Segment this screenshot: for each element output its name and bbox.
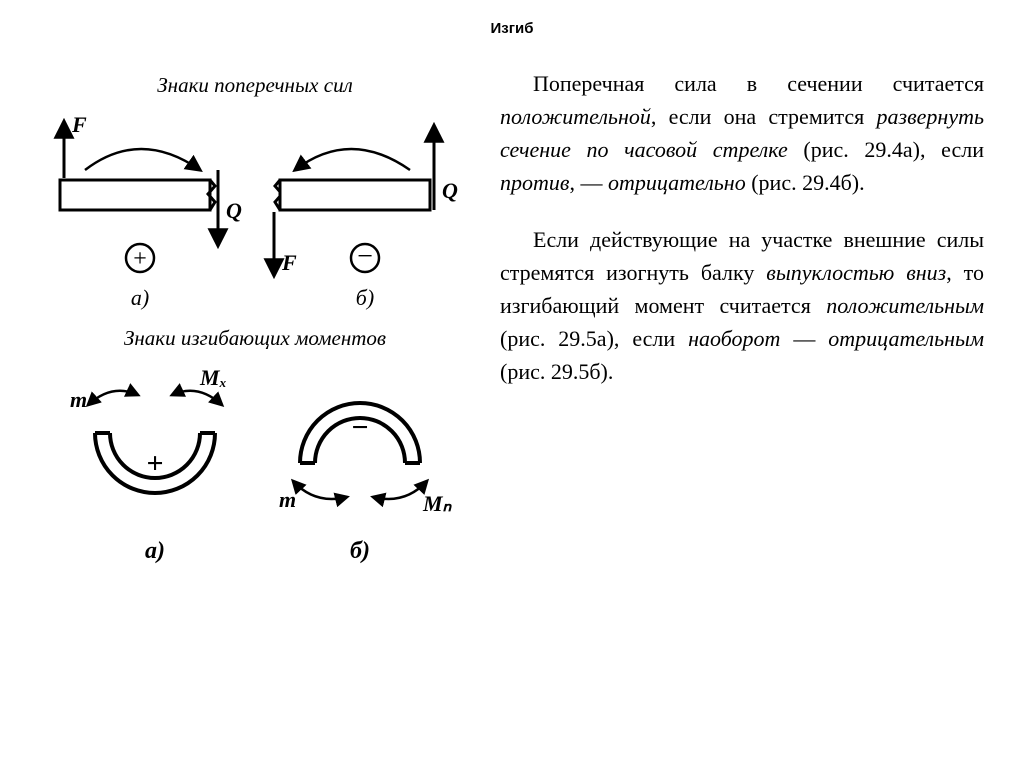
p1-i4: отрицательно: [608, 170, 746, 195]
sublabel-b-moment: б): [350, 538, 370, 564]
beam-a: F Q + а): [60, 112, 242, 310]
label-Q-b: Q: [442, 178, 458, 203]
p2-t5: (рис. 29.5б).: [500, 359, 613, 384]
figures-column: Знаки поперечных сил F: [40, 67, 470, 593]
shear-diagram: F Q + а) Q: [40, 110, 470, 320]
p2-i2: положи­тельным: [826, 293, 984, 318]
sign-plus-a: +: [133, 246, 147, 272]
sign-plus-moment: +: [146, 447, 163, 480]
paragraph-1: Поперечная сила в сече­нии считается пол…: [500, 67, 984, 199]
sublabel-b-shear: б): [356, 285, 374, 310]
moment-case-a: + m Mₓ а): [70, 365, 227, 564]
moment-diagram: + m Mₓ а) −: [40, 363, 470, 593]
p1-t2: , если она стремится: [651, 104, 877, 129]
p2-i4: отрицательным: [828, 326, 984, 351]
p1-i3: против: [500, 170, 569, 195]
p1-t3: (рис. 29.4а), если: [788, 137, 984, 162]
p2-t3: (рис. 29.5а), если: [500, 326, 688, 351]
label-F-a: F: [71, 112, 87, 137]
p2-i1: выпуклостью вниз: [766, 260, 946, 285]
page-title: Изгиб: [40, 20, 984, 37]
label-F-b: F: [281, 250, 297, 275]
moment-case-b: − m Mₙ б): [279, 403, 453, 564]
moment-signs-title: Знаки изгибающих моментов: [40, 326, 470, 351]
shear-signs-title: Знаки поперечных сил: [40, 73, 470, 98]
label-m-b: m: [279, 487, 296, 512]
p1-t4: , —: [569, 170, 608, 195]
sign-minus-b: −: [357, 241, 373, 272]
p1-i1: положитель­ной: [500, 104, 651, 129]
label-Mn-b: Mₙ: [422, 491, 453, 516]
paragraph-2: Если действующие на участке внешние силы…: [500, 223, 984, 388]
p1-t1: Поперечная сила в сече­нии считается: [533, 71, 984, 96]
beam-b: Q F − б): [274, 126, 458, 310]
sublabel-a-shear: а): [131, 285, 149, 310]
label-Mx-a: Mₓ: [199, 365, 227, 390]
label-Q-a: Q: [226, 198, 242, 223]
sublabel-a-moment: а): [145, 538, 165, 564]
content-row: Знаки поперечных сил F: [40, 67, 984, 593]
text-column: Поперечная сила в сече­нии считается пол…: [500, 67, 984, 593]
p2-i3: наоборот: [688, 326, 780, 351]
p1-t5: (рис. 29.4б).: [746, 170, 865, 195]
sign-minus-moment: −: [351, 411, 368, 444]
label-m-a: m: [70, 387, 87, 412]
p2-t4: —: [780, 326, 828, 351]
